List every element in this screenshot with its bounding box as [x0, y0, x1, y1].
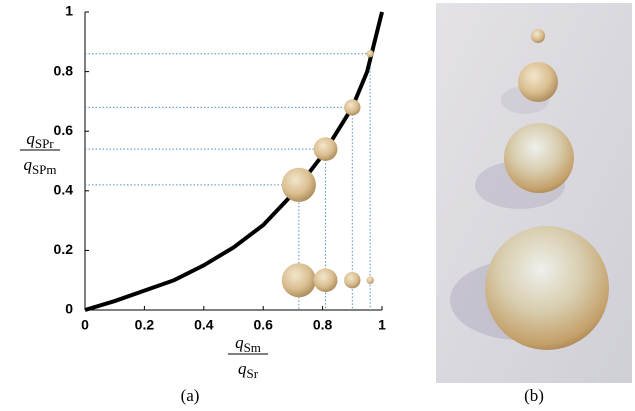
sphere-reference [344, 272, 361, 289]
wooden-sphere [531, 29, 545, 43]
symbol: q [238, 359, 247, 378]
photo-panel [436, 3, 632, 383]
axis-label: qSm [235, 333, 261, 355]
subscript: Sr [246, 366, 258, 381]
y-tick-label: 1 [65, 3, 73, 19]
symbol: q [26, 129, 35, 148]
symbol: q [235, 333, 244, 352]
y-tick-label: 0.2 [54, 241, 74, 257]
caption: (a) [181, 386, 200, 405]
sphere-reference [281, 263, 316, 298]
y-tick-label: 0.4 [54, 182, 74, 198]
caption: (b) [524, 386, 544, 405]
subscript: SPm [32, 162, 57, 177]
x-tick-label: 0.6 [253, 317, 273, 333]
sphere-on-curve [344, 99, 361, 116]
sphere-reference [313, 268, 338, 293]
wooden-sphere [518, 62, 558, 102]
y-tick-label: 0 [65, 301, 73, 317]
x-tick-label: 0.8 [313, 317, 333, 333]
y-tick-label: 0.6 [54, 122, 74, 138]
sphere-on-curve [281, 167, 316, 202]
x-tick-label: 0 [81, 317, 89, 333]
subscript: Sm [244, 340, 261, 355]
x-tick-label: 1 [378, 317, 386, 333]
axis-label: qSPm [23, 155, 56, 177]
sphere-on-curve [313, 137, 338, 161]
x-tick-label: 0.2 [135, 317, 155, 333]
symbol: q [23, 155, 32, 174]
y-tick-label: 0.8 [54, 62, 74, 78]
curve [84, 11, 384, 312]
panel-a: 0 0.2 0.4 0.6 0.8 100.20.40.60.81qSPrqSPmqSmq… [20, 3, 386, 381]
wooden-sphere [504, 123, 574, 193]
wooden-sphere [485, 226, 609, 350]
axis-label: qSr [238, 359, 259, 381]
sphere-on-curve [366, 50, 374, 58]
subscript: SPr [35, 136, 54, 151]
sphere-reference [366, 276, 374, 284]
axis-label: qSPr [26, 129, 54, 151]
x-tick-label: 0.4 [194, 317, 214, 333]
